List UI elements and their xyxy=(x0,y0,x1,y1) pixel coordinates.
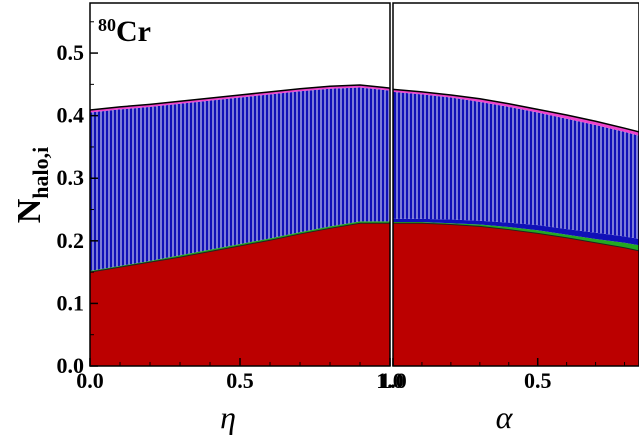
panel-2-area-blue-2 xyxy=(393,218,639,246)
y-tick-label: 0.5 xyxy=(57,40,85,65)
annotation-superscript: 80 xyxy=(98,15,116,35)
panel-2-top-outline xyxy=(393,88,639,133)
y-axis-label-main: N xyxy=(11,198,48,223)
y-tick-label: 0.2 xyxy=(57,228,85,253)
panel-2-base-outline xyxy=(393,222,639,252)
panel-1-area-red-0 xyxy=(90,223,390,366)
panel-2-x-tick-label: 0.5 xyxy=(524,368,552,393)
y-tick-label: 0.0 xyxy=(57,353,85,378)
axis-ticks: 0.0 0.5 1.01.0 0.50.00.10.20.30.40.5 xyxy=(57,21,626,393)
panel-2 xyxy=(393,88,639,366)
panel-1-area-blue-hatched-2 xyxy=(90,87,390,271)
panel-2-area-magenta-4 xyxy=(393,89,639,136)
nucleus-annotation: 80Cr xyxy=(98,15,151,48)
y-tick-label: 0.1 xyxy=(57,290,85,315)
y-axis-label: Nhalo,i xyxy=(11,147,53,224)
y-tick-label: 0.3 xyxy=(57,165,85,190)
panel-areas xyxy=(90,84,639,366)
panel-1-base-outline xyxy=(90,222,390,273)
panel-2-area-blue-hatched-3 xyxy=(393,91,639,239)
panel-2-layers xyxy=(393,88,639,366)
panel-1-x-tick-label: 0.5 xyxy=(226,368,254,393)
panel-1-x-axis-label: η xyxy=(220,399,236,435)
panel-1 xyxy=(90,84,390,366)
panel-1-layers xyxy=(90,84,390,366)
panel-2-area-red-0 xyxy=(393,223,639,366)
svg-text:Nhalo,i: Nhalo,i xyxy=(11,147,53,224)
annotation-element: Cr xyxy=(116,15,151,48)
panel-2-x-axis-label: α xyxy=(496,399,514,435)
panel-1-x-tick-label: 0.0 xyxy=(76,368,104,393)
y-axis-label-sub: halo,i xyxy=(28,147,53,199)
panel-2-frame xyxy=(392,2,639,367)
panel-1-x-tick-label: 1.0 xyxy=(376,368,404,393)
panel-2-x-tick-label: 1.0 xyxy=(379,368,407,393)
panel-1-top-outline xyxy=(90,84,390,111)
y-tick-label: 0.4 xyxy=(57,103,85,128)
